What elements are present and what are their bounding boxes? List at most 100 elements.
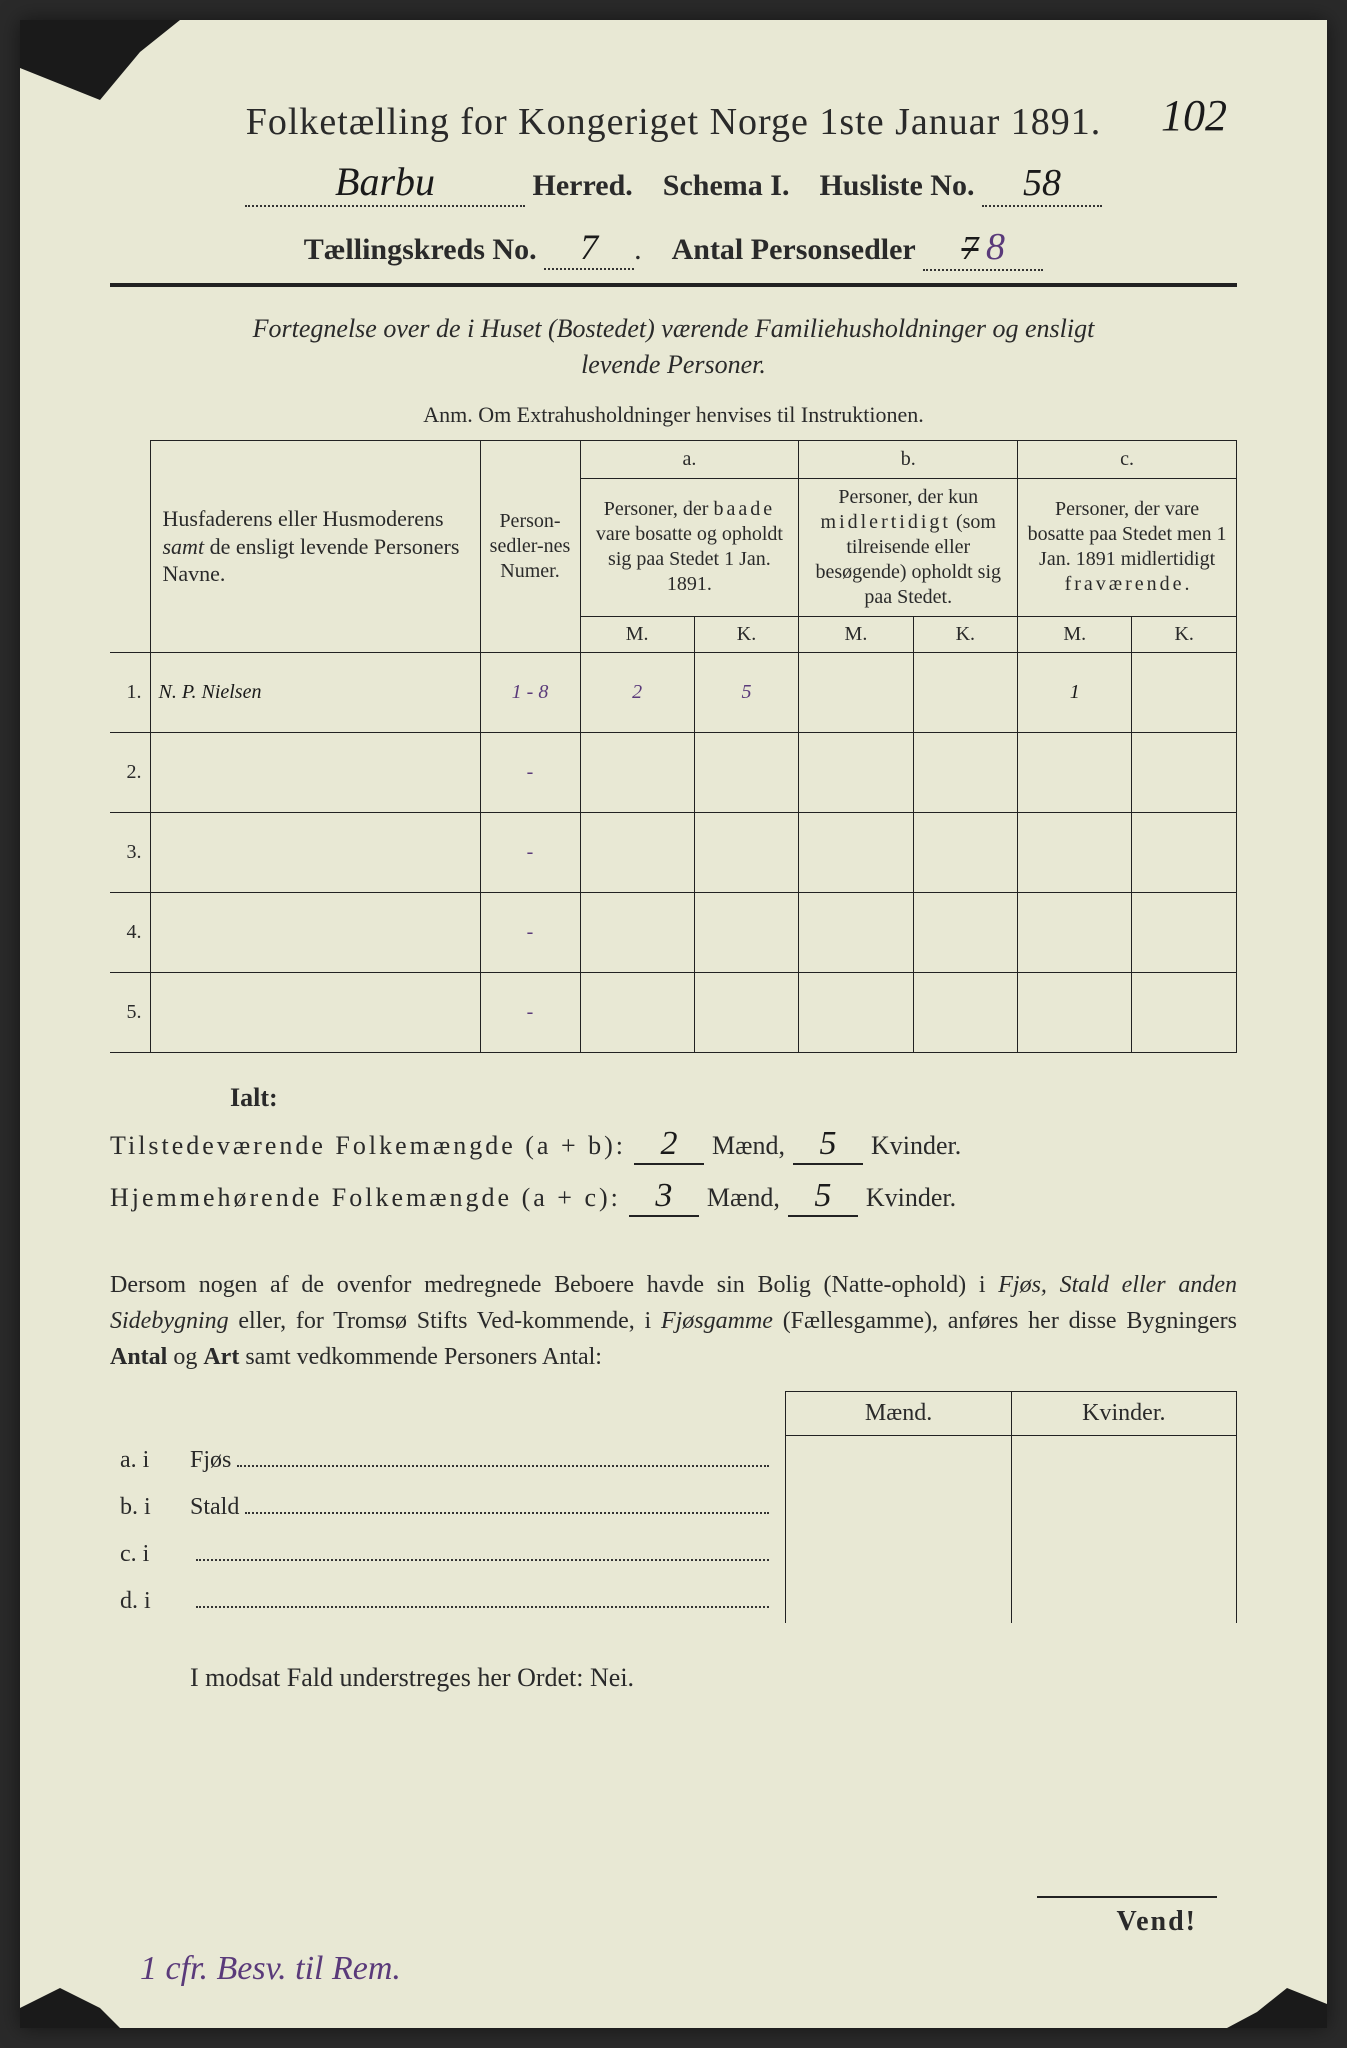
ialt-line-2: Hjemmehørende Folkemængde (a + c): 3 Mæn… bbox=[110, 1177, 1237, 1217]
row-a-k bbox=[694, 812, 799, 892]
b-m: M. bbox=[799, 616, 913, 652]
kvinder-label-2: Kvinder. bbox=[866, 1183, 956, 1213]
antal-label: Antal Personsedler bbox=[672, 233, 916, 266]
side-head-k: Kvinder. bbox=[1011, 1391, 1236, 1435]
row-a-k bbox=[694, 892, 799, 972]
ialt-l2-k: 5 bbox=[788, 1177, 858, 1217]
table-row: 3.- bbox=[110, 812, 1237, 892]
row-a-m bbox=[580, 732, 694, 812]
row-b-k bbox=[913, 732, 1018, 812]
vend-rule bbox=[1037, 1896, 1217, 1898]
ialt-l1-m: 2 bbox=[634, 1125, 704, 1165]
subtitle-l1: Fortegnelse over de i Huset (Bostedet) v… bbox=[253, 314, 1095, 343]
sidebygning-row: c. i bbox=[110, 1529, 1237, 1576]
table-row: 4.- bbox=[110, 892, 1237, 972]
row-c-k bbox=[1132, 652, 1237, 732]
row-numer: - bbox=[480, 732, 580, 812]
nei-line: I modsat Fald understreges her Ordet: Ne… bbox=[190, 1663, 1237, 1693]
maend-label: Mænd, bbox=[712, 1131, 785, 1161]
antal-value: 8 bbox=[986, 226, 1005, 268]
b-k: K. bbox=[913, 616, 1018, 652]
header-line-3: Tællingskreds No. 7. Antal Personsedler … bbox=[110, 225, 1237, 271]
schema-label: Schema I. bbox=[663, 169, 790, 202]
row-a-k bbox=[694, 732, 799, 812]
col-name: Husfaderens eller Husmoderens samt de en… bbox=[150, 440, 480, 652]
ialt-heading: Ialt: bbox=[230, 1083, 1237, 1113]
row-c-k bbox=[1132, 812, 1237, 892]
census-form-page: 102 Folketælling for Kongeriget Norge 1s… bbox=[20, 20, 1327, 2028]
row-b-k bbox=[913, 812, 1018, 892]
a-m: M. bbox=[580, 616, 694, 652]
row-name bbox=[150, 812, 480, 892]
antal-value-cell: 7 8 bbox=[923, 225, 1043, 271]
bottom-handwritten-note: 1 cfr. Besv. til Rem. bbox=[140, 1950, 401, 1988]
row-a-m bbox=[580, 892, 694, 972]
row-name bbox=[150, 972, 480, 1052]
col-c: Personer, der vare bosatte paa Stedet me… bbox=[1018, 478, 1237, 616]
sidebygning-para: Dersom nogen af de ovenfor medregnede Be… bbox=[110, 1267, 1237, 1375]
side-head-m: Mænd. bbox=[786, 1391, 1011, 1435]
header-line-2: Barbu Herred. Schema I. Husliste No. 58 bbox=[110, 158, 1237, 207]
form-title: Folketælling for Kongeriget Norge 1ste J… bbox=[110, 100, 1237, 144]
col-a-head: a. bbox=[580, 440, 799, 478]
row-c-k bbox=[1132, 972, 1237, 1052]
row-b-k bbox=[913, 652, 1018, 732]
row-c-k bbox=[1132, 732, 1237, 812]
row-name: N. P. Nielsen bbox=[150, 652, 480, 732]
ialt-l2-label: Hjemmehørende Folkemængde (a + c): bbox=[110, 1183, 621, 1213]
row-c-k bbox=[1132, 892, 1237, 972]
sidebygning-table: Mænd. Kvinder. a. iFjøsb. iStaldc. id. i bbox=[110, 1391, 1237, 1624]
vend-label: Vend! bbox=[1116, 1906, 1197, 1938]
c-k: K. bbox=[1132, 616, 1237, 652]
sidebygning-row: b. iStald bbox=[110, 1482, 1237, 1529]
row-c-m bbox=[1018, 812, 1132, 892]
row-b-k bbox=[913, 972, 1018, 1052]
table-row: 5.- bbox=[110, 972, 1237, 1052]
census-table: Husfaderens eller Husmoderens samt de en… bbox=[110, 440, 1237, 1053]
maend-label-2: Mænd, bbox=[707, 1183, 780, 1213]
divider bbox=[110, 283, 1237, 287]
torn-corner-tl bbox=[20, 20, 180, 100]
ialt-l1-k: 5 bbox=[793, 1125, 863, 1165]
c-m: M. bbox=[1018, 616, 1132, 652]
row-name bbox=[150, 732, 480, 812]
ialt-l2-m: 3 bbox=[629, 1177, 699, 1217]
row-numer: - bbox=[480, 892, 580, 972]
col-b: Personer, der kun midlertidigt (som tilr… bbox=[799, 478, 1018, 616]
row-a-m: 2 bbox=[580, 652, 694, 732]
subtitle-l2: levende Personer. bbox=[581, 350, 766, 379]
subtitle: Fortegnelse over de i Huset (Bostedet) v… bbox=[110, 311, 1237, 384]
row-c-m: 1 bbox=[1018, 652, 1132, 732]
anm-note: Anm. Om Extrahusholdninger henvises til … bbox=[110, 402, 1237, 428]
a-k: K. bbox=[694, 616, 799, 652]
ialt-line-1: Tilstedeværende Folkemængde (a + b): 2 M… bbox=[110, 1125, 1237, 1165]
row-a-k bbox=[694, 972, 799, 1052]
table-row: 1.N. P. Nielsen1 - 8251 bbox=[110, 652, 1237, 732]
herred-value: Barbu bbox=[245, 158, 525, 207]
table-row: 2.- bbox=[110, 732, 1237, 812]
row-a-m bbox=[580, 812, 694, 892]
row-numer: - bbox=[480, 972, 580, 1052]
row-b-m bbox=[799, 652, 913, 732]
col-numer: Person-sedler-nes Numer. bbox=[480, 440, 580, 652]
row-numer: 1 - 8 bbox=[480, 652, 580, 732]
kreds-value: 7 bbox=[544, 226, 634, 270]
row-name bbox=[150, 892, 480, 972]
row-a-k: 5 bbox=[694, 652, 799, 732]
page-number-handwritten: 102 bbox=[1161, 90, 1227, 141]
row-numer: - bbox=[480, 812, 580, 892]
col-c-head: c. bbox=[1018, 440, 1237, 478]
row-a-m bbox=[580, 972, 694, 1052]
row-b-m bbox=[799, 812, 913, 892]
ialt-l1-label: Tilstedeværende Folkemængde (a + b): bbox=[110, 1131, 626, 1161]
row-c-m bbox=[1018, 732, 1132, 812]
row-b-m bbox=[799, 732, 913, 812]
kvinder-label: Kvinder. bbox=[871, 1131, 961, 1161]
husliste-label: Husliste No. bbox=[819, 169, 974, 202]
row-b-k bbox=[913, 892, 1018, 972]
herred-label: Herred. bbox=[533, 169, 633, 202]
col-b-head: b. bbox=[799, 440, 1018, 478]
sidebygning-row: d. i bbox=[110, 1576, 1237, 1623]
sidebygning-row: a. iFjøs bbox=[110, 1435, 1237, 1482]
row-c-m bbox=[1018, 972, 1132, 1052]
